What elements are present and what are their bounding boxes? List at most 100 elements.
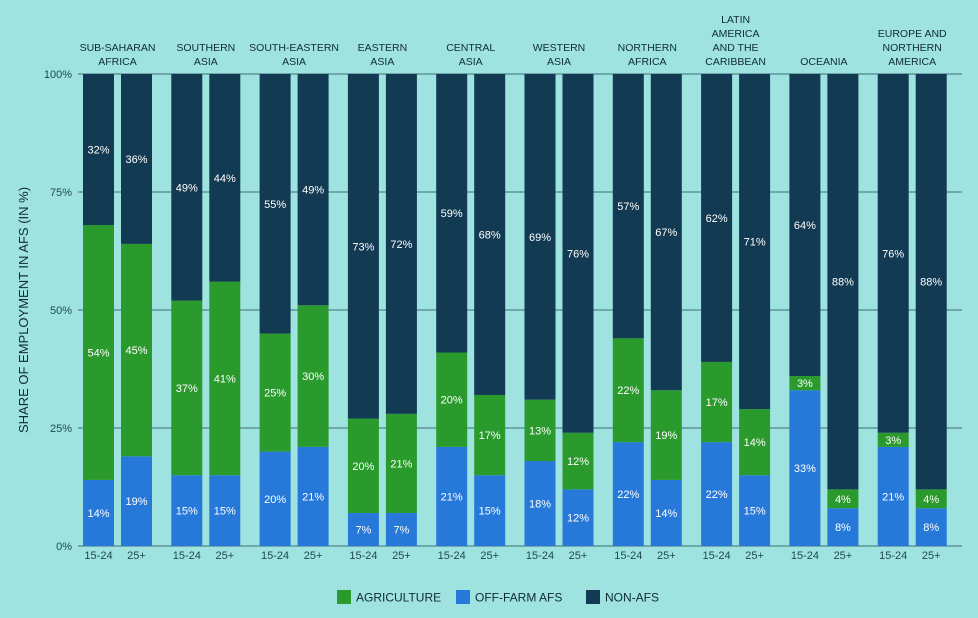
bar-segment-agriculture <box>209 281 241 476</box>
data-label: 19% <box>655 430 677 442</box>
y-tick-label: 50% <box>50 305 72 317</box>
bar-segment-non-afs <box>121 74 152 244</box>
bar-segment-non-afs <box>385 74 417 414</box>
data-label: 8% <box>923 522 939 534</box>
data-label: 36% <box>125 154 147 166</box>
bar-segment-non-afs <box>827 74 859 490</box>
data-label: 15% <box>214 506 236 518</box>
x-tick-label: 25+ <box>657 550 676 562</box>
data-label: 49% <box>302 185 324 197</box>
x-tick-label: 25+ <box>127 550 146 562</box>
x-tick-label: 25+ <box>392 550 411 562</box>
bar-segment-agriculture <box>562 432 594 490</box>
bar-segment-non-afs <box>877 74 909 433</box>
legend-swatch <box>456 590 470 604</box>
bar-segment-non-afs <box>739 74 771 410</box>
bar-segment-non-afs <box>347 74 379 419</box>
bar-segment-agriculture <box>121 243 152 457</box>
x-tick-label: 15-24 <box>879 550 907 562</box>
x-tick-label: 15-24 <box>703 550 731 562</box>
bar-segment-agriculture <box>915 489 947 509</box>
bar-segment-non-afs <box>524 74 556 400</box>
x-tick-label: 15-24 <box>261 550 289 562</box>
bar-segment-off-farm-afs <box>612 442 644 546</box>
data-label: 20% <box>352 461 374 473</box>
x-tick-label: 15-24 <box>438 550 466 562</box>
data-label: 21% <box>390 458 412 470</box>
bar-segment-agriculture <box>259 333 291 452</box>
group-label: AMERICA <box>888 56 936 68</box>
group-label: SUB-SAHARAN <box>80 42 156 54</box>
legend-label: AGRICULTURE <box>356 591 441 605</box>
data-label: 37% <box>176 383 198 395</box>
data-label: 59% <box>441 208 463 220</box>
data-label: 17% <box>479 430 501 442</box>
x-tick-label: 15-24 <box>791 550 819 562</box>
data-label: 7% <box>355 524 371 536</box>
group-label: AFRICA <box>98 56 137 68</box>
bar-segment-agriculture <box>877 432 909 447</box>
data-label: 67% <box>655 227 677 239</box>
group-label: AFRICA <box>628 56 667 68</box>
bar-segment-non-afs <box>259 74 291 334</box>
bar-segment-non-afs <box>436 74 468 353</box>
x-tick-label: 25+ <box>834 550 853 562</box>
bar-segment-off-farm-afs <box>209 475 241 546</box>
bar-segment-non-afs <box>701 74 733 362</box>
bar-segment-agriculture <box>739 409 771 476</box>
data-label: 3% <box>885 435 901 447</box>
data-label: 7% <box>393 524 409 536</box>
bar-segment-off-farm-afs <box>171 475 203 546</box>
x-tick-label: 15-24 <box>526 550 554 562</box>
bar-segment-off-farm-afs <box>347 512 379 546</box>
bar-segment-off-farm-afs <box>436 446 468 546</box>
group-label: SOUTHERN <box>176 42 235 54</box>
bar-segment-non-afs <box>650 74 682 391</box>
data-label: 20% <box>441 395 463 407</box>
bar-segment-off-farm-afs <box>789 390 821 546</box>
y-tick-label: 75% <box>50 187 72 199</box>
bar-segment-off-farm-afs <box>385 512 417 546</box>
y-tick-label: 0% <box>56 541 72 553</box>
bar-segment-off-farm-afs <box>83 479 114 546</box>
group-label: NORTHERN <box>618 42 677 54</box>
data-label: 22% <box>617 489 639 501</box>
data-label: 22% <box>617 385 639 397</box>
data-label: 14% <box>655 508 677 520</box>
legend-swatch <box>586 590 600 604</box>
bar-segment-agriculture <box>83 225 114 480</box>
bar-segment-agriculture <box>297 305 329 447</box>
bar-segment-non-afs <box>612 74 644 339</box>
group-label: EUROPE AND <box>878 28 947 40</box>
group-label: EASTERN <box>358 42 408 54</box>
data-label: 32% <box>87 145 109 157</box>
bar-segment-agriculture <box>474 394 506 476</box>
bar-segment-agriculture <box>650 390 682 480</box>
data-label: 14% <box>744 437 766 449</box>
x-tick-label: 15-24 <box>84 550 112 562</box>
x-tick-label: 15-24 <box>173 550 201 562</box>
group-label: WESTERN <box>533 42 586 54</box>
data-label: 55% <box>264 199 286 211</box>
data-label: 33% <box>794 463 816 475</box>
group-label: LATIN <box>721 14 750 26</box>
data-label: 76% <box>882 248 904 260</box>
data-label: 15% <box>479 506 501 518</box>
group-label: ASIA <box>194 56 218 68</box>
bar-segment-non-afs <box>83 74 114 226</box>
bar-segment-off-farm-afs <box>701 442 733 546</box>
data-label: 30% <box>302 371 324 383</box>
group-label: CARIBBEAN <box>705 56 766 68</box>
data-label: 15% <box>176 506 198 518</box>
bar-segment-off-farm-afs <box>259 451 291 546</box>
data-label: 76% <box>567 248 589 260</box>
data-label: 88% <box>832 277 854 289</box>
data-label: 12% <box>567 456 589 468</box>
legend-swatch <box>337 590 351 604</box>
data-label: 25% <box>264 388 286 400</box>
data-label: 49% <box>176 182 198 194</box>
data-label: 3% <box>797 378 813 390</box>
x-tick-label: 15-24 <box>349 550 377 562</box>
bar-segment-off-farm-afs <box>915 508 947 546</box>
